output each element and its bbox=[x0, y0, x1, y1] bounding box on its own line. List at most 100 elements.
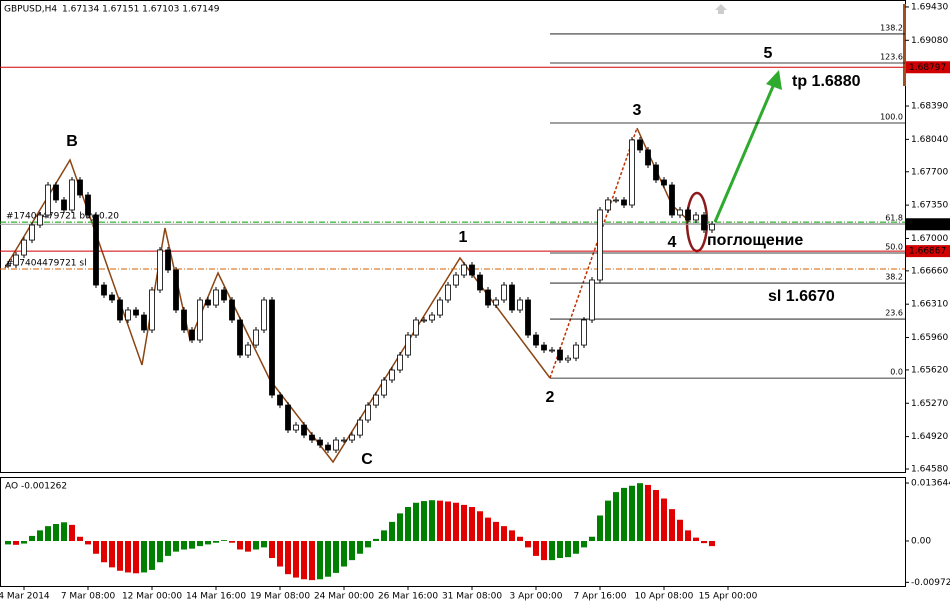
candle bbox=[637, 139, 643, 151]
ao-bar bbox=[173, 541, 179, 552]
ao-bar bbox=[677, 519, 683, 542]
x-tick-label: 7 Apr 16:00 bbox=[574, 592, 627, 602]
ao-bar bbox=[661, 498, 667, 542]
y-tick-label: 1.65960 bbox=[911, 333, 948, 343]
ao-bar bbox=[261, 541, 267, 548]
ao-bar bbox=[653, 490, 659, 542]
annotation: 3 bbox=[633, 102, 642, 119]
ao-bar bbox=[21, 541, 27, 544]
candle bbox=[245, 344, 251, 356]
ao-bar bbox=[165, 541, 171, 556]
candle bbox=[333, 439, 339, 451]
candle bbox=[581, 319, 587, 346]
ao-bar bbox=[29, 535, 35, 542]
ao-bar bbox=[93, 541, 99, 554]
annotation: 5 bbox=[764, 45, 773, 62]
ao-bar bbox=[397, 513, 403, 542]
candle bbox=[141, 314, 147, 331]
candle bbox=[261, 299, 267, 331]
ao-bar bbox=[605, 500, 611, 542]
ao-bar bbox=[493, 521, 499, 542]
candle bbox=[341, 439, 347, 442]
candle bbox=[293, 424, 299, 431]
ao-bar bbox=[101, 541, 107, 563]
candle bbox=[525, 299, 531, 336]
candle bbox=[37, 214, 43, 226]
ao-bar bbox=[229, 541, 235, 543]
candle bbox=[205, 299, 211, 306]
y-tick-label: 1.67700 bbox=[911, 167, 948, 177]
ao-bar bbox=[613, 492, 619, 542]
ao-bar bbox=[389, 521, 395, 542]
candle bbox=[541, 344, 547, 351]
price-box bbox=[906, 245, 950, 258]
annotation: C bbox=[361, 451, 373, 468]
ao-bar bbox=[269, 541, 275, 559]
price-box bbox=[906, 218, 950, 231]
annotation: B bbox=[66, 133, 78, 150]
fib-label: 100.0 bbox=[880, 112, 903, 121]
ao-bar bbox=[69, 524, 75, 542]
fib-label: 123.6 bbox=[880, 52, 903, 61]
candle bbox=[349, 434, 355, 441]
candle bbox=[557, 349, 563, 361]
ao-bar bbox=[277, 541, 283, 567]
x-tick-label: 4 Mar 2014 bbox=[0, 592, 50, 602]
y-tick-label: 1.64580 bbox=[911, 464, 948, 474]
candle bbox=[453, 274, 459, 286]
ao-bar bbox=[53, 524, 59, 542]
ao-bar bbox=[61, 522, 67, 542]
ao-bar bbox=[221, 540, 227, 542]
ao-bar bbox=[5, 541, 11, 545]
ao-bar bbox=[413, 502, 419, 542]
candle bbox=[77, 179, 83, 196]
order-label: #17404479721 buy 0.20 bbox=[6, 212, 119, 222]
y-tick-label: 1.64920 bbox=[911, 432, 948, 442]
ao-bar bbox=[85, 541, 91, 545]
shift-icon bbox=[715, 4, 727, 14]
candle bbox=[165, 249, 171, 271]
x-tick-label: 26 Mar 16:00 bbox=[378, 592, 438, 602]
candle bbox=[277, 394, 283, 406]
candle bbox=[189, 329, 195, 341]
candle bbox=[429, 314, 435, 321]
ao-bar bbox=[197, 541, 203, 547]
fib-label: 50.0 bbox=[885, 243, 903, 252]
y-tick-label: 1.67350 bbox=[911, 201, 948, 211]
price-label: 1.66867 bbox=[909, 247, 946, 257]
candle bbox=[381, 379, 387, 396]
ao-bar bbox=[141, 541, 147, 573]
order-label: #17404479721 sl bbox=[6, 259, 87, 269]
candle bbox=[5, 264, 11, 267]
ao-bar bbox=[621, 487, 627, 542]
x-tick-label: 19 Mar 08:00 bbox=[250, 592, 310, 602]
annotation: 1 bbox=[459, 229, 468, 246]
oscillator-frame bbox=[0, 477, 906, 587]
candle bbox=[413, 319, 419, 336]
candle bbox=[621, 199, 627, 206]
price-label: 1.67149 bbox=[909, 220, 946, 230]
ao-bar bbox=[589, 536, 595, 542]
candle bbox=[365, 404, 371, 421]
ao-bar bbox=[133, 541, 139, 574]
ao-bar bbox=[477, 511, 483, 542]
ao-bar bbox=[349, 541, 355, 561]
candle bbox=[157, 249, 163, 291]
y-tick-label: -0.009727 bbox=[911, 578, 950, 588]
candle bbox=[197, 299, 203, 341]
candle bbox=[173, 269, 179, 311]
ao-bar bbox=[533, 541, 539, 556]
candle bbox=[693, 214, 699, 221]
candle bbox=[517, 299, 523, 311]
ao-bar bbox=[701, 541, 707, 544]
candle bbox=[317, 439, 323, 446]
candle bbox=[149, 289, 155, 331]
annotation: поглощение bbox=[707, 232, 803, 249]
candle bbox=[509, 284, 515, 311]
ao-bar bbox=[405, 507, 411, 542]
ao-bar bbox=[565, 541, 571, 558]
y-tick-label: 1.69430 bbox=[911, 2, 948, 12]
fib-label: 23.6 bbox=[885, 309, 903, 318]
